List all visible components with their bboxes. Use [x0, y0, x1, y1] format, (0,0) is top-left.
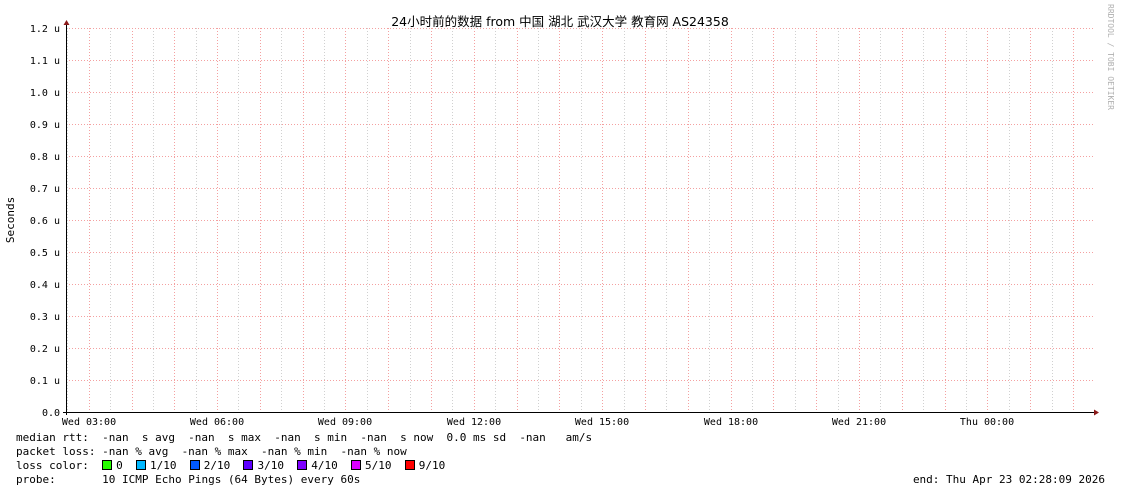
loss-color-swatch: [189, 460, 200, 470]
x-tick-label: Wed 09:00: [318, 417, 372, 428]
x-tick-label: Wed 21:00: [832, 417, 886, 428]
x-tick-label: Wed 12:00: [447, 417, 501, 428]
loss-color-legend: loss color: 0 1/10 2/10 3/10 4/10 5/10 9…: [16, 459, 458, 473]
loss-color-value: 3/10: [257, 459, 284, 472]
loss-color-value: 5/10: [364, 459, 392, 472]
loss-color-value: 4/10: [311, 459, 338, 472]
y-tick-label: 0.7 u: [30, 184, 60, 195]
y-tick-label: 1.0 u: [30, 88, 60, 99]
packet-loss-line: packet loss: -nan % avg -nan % max -nan …: [16, 445, 407, 458]
watermark: RRDTOOL / TOBI OETIKER: [1106, 4, 1115, 110]
axes: [63, 20, 1099, 416]
y-tick-label: 0.4 u: [30, 280, 60, 291]
y-tick-label: 0.6 u: [30, 216, 60, 227]
grid: [66, 28, 1093, 412]
y-tick-label: 0.5 u: [30, 248, 60, 259]
x-axis-arrow-icon: [1094, 409, 1099, 416]
y-tick-label: 1.2 u: [30, 24, 60, 35]
chart-title: 24小时前的数据 from 中国 湖北 武汉大学 教育网 AS24358: [391, 14, 729, 29]
y-axis-label: Seconds: [4, 197, 17, 243]
y-tick-label: 0.9 u: [30, 120, 60, 131]
loss-color-swatch: [243, 460, 254, 470]
loss-color-swatch: [350, 460, 361, 470]
probe-line: probe: 10 ICMP Echo Pings (64 Bytes) eve…: [16, 473, 360, 487]
x-tick-label: Wed 03:00: [62, 417, 116, 428]
loss-color-value: 1/10: [149, 459, 177, 472]
y-tick-label: 1.1 u: [30, 56, 60, 67]
loss-color-item: 5/10: [350, 459, 405, 472]
loss-color-item: 2/10: [189, 459, 244, 472]
probe-label: probe:: [16, 473, 56, 486]
x-tick-label: Thu 00:00: [960, 417, 1014, 428]
median-rtt-line: median rtt: -nan s avg -nan s max -nan s…: [16, 431, 593, 444]
end-time: end: Thu Apr 23 02:28:09 2026: [912, 473, 1105, 486]
loss-color-item: 0: [102, 459, 136, 472]
loss-color-swatch: [404, 460, 415, 470]
x-tick-label: Wed 06:00: [190, 417, 244, 428]
loss-color-value: 2/10: [203, 459, 231, 472]
loss-color-swatch: [297, 460, 308, 470]
loss-color-value: 9/10: [418, 459, 446, 472]
loss-color-value: 0: [116, 459, 123, 472]
y-axis-arrow-icon: [63, 20, 70, 25]
loss-color-item: 3/10: [243, 459, 297, 472]
y-tick-label: 0.8 u: [30, 152, 60, 163]
y-tick-label: 0.0: [42, 408, 60, 419]
y-tick-label: 0.3 u: [30, 312, 60, 323]
loss-color-swatch: [102, 460, 113, 470]
loss-color-label: loss color:: [16, 459, 89, 472]
probe-value: 10 ICMP Echo Pings (64 Bytes) every 60s: [102, 473, 361, 486]
x-tick-label: Wed 15:00: [575, 417, 629, 428]
tick-labels: 0.0 0.1 u 0.2 u 0.3 u 0.4 u 0.5 u 0.6 u 0.7 u 0.…: [30, 24, 1014, 428]
x-tick-label: Wed 18:00: [704, 417, 758, 428]
loss-color-item: 1/10: [135, 459, 190, 472]
y-tick-label: 0.1 u: [30, 376, 60, 387]
y-tick-label: 0.2 u: [30, 344, 60, 355]
loss-color-item: 9/10: [404, 459, 459, 472]
loss-color-swatch: [135, 460, 146, 470]
loss-color-item: 4/10: [297, 459, 351, 472]
